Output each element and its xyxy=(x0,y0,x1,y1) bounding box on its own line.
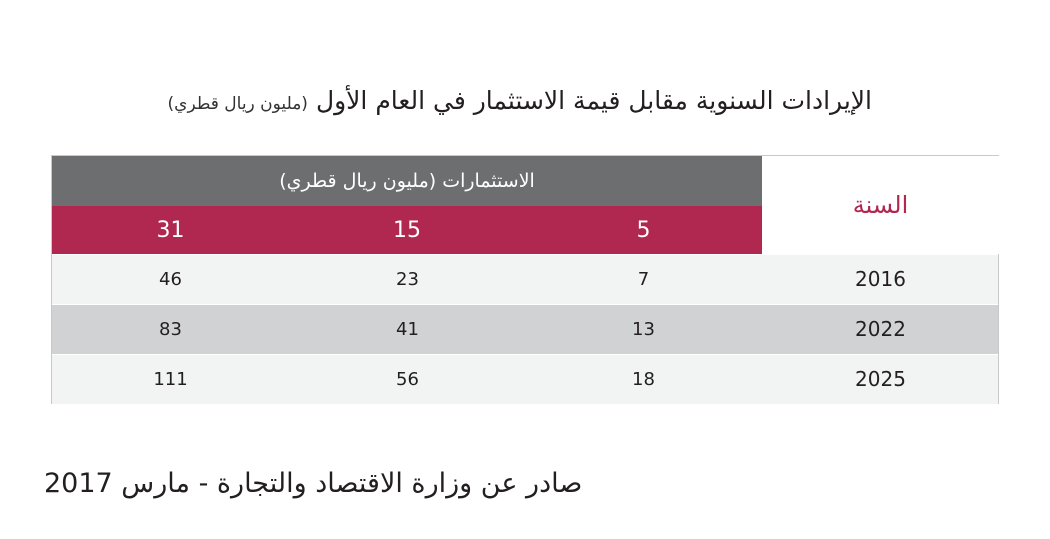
subtitle: (مليون ريال قطري) xyxy=(167,94,308,114)
value-cell: 18 xyxy=(632,368,655,390)
investment-cell: 31 xyxy=(156,217,185,243)
title-block: الإيرادات السنوية مقابل قيمة الاستثمار ف… xyxy=(168,86,873,115)
title: الإيرادات السنوية مقابل قيمة الاستثمار ف… xyxy=(315,86,872,115)
year-cell: 2016 xyxy=(855,267,906,291)
investment-band xyxy=(52,206,762,254)
value-cell: 41 xyxy=(396,318,419,340)
table: السنة الاستثمارات (مليون ريال قطري) 5 15 31 2… xyxy=(51,155,999,404)
value-cell: 23 xyxy=(396,268,419,290)
value-cell: 111 xyxy=(153,368,188,390)
year-cell: 2022 xyxy=(855,317,906,341)
value-cell: 13 xyxy=(632,318,655,340)
investment-cell: 5 xyxy=(636,217,651,243)
value-cell: 56 xyxy=(396,368,419,390)
row-bg xyxy=(52,304,998,354)
value-cell: 46 xyxy=(159,268,182,290)
investment-cell: 15 xyxy=(393,217,421,243)
group-header: الاستثمارات (مليون ريال قطري) xyxy=(52,156,762,206)
year-cell: 2025 xyxy=(855,367,906,391)
year-header: السنة xyxy=(762,156,999,254)
value-cell: 83 xyxy=(159,318,182,340)
footer-source: صادر عن وزارة الاقتصاد والتجارة - مارس 2… xyxy=(44,468,583,499)
row-bg xyxy=(52,254,998,304)
row-bg xyxy=(52,354,998,404)
value-cell: 7 xyxy=(637,268,650,290)
